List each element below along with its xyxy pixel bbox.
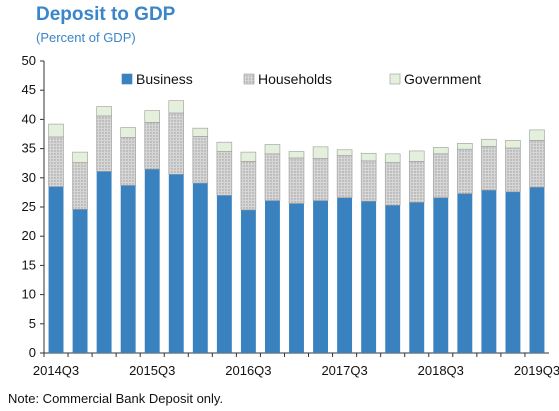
bar-government-2018Q1 [384, 153, 401, 163]
legend-label-households: Households [258, 71, 332, 87]
bar-government-2019Q2 [505, 140, 521, 149]
bar-households-2017Q1 [288, 157, 305, 204]
bar-households-2014Q3 [48, 136, 64, 187]
bar-government-2019Q1 [481, 138, 497, 147]
bar-households-2019Q2 [505, 147, 521, 193]
y-tick-label: 30 [22, 170, 36, 185]
bar-government-2016Q3 [240, 151, 257, 162]
bar-government-2017Q1 [288, 151, 305, 159]
y-tick-label: 0 [29, 345, 36, 360]
x-tick-label: 2014Q3 [33, 363, 79, 378]
bar-business-2014Q4 [72, 209, 88, 353]
legend-label-business: Business [136, 71, 193, 87]
bar-households-2019Q3 [529, 140, 545, 188]
bar-households-2015Q1 [96, 115, 112, 172]
bar-government-2018Q2 [408, 150, 425, 162]
y-tick-label: 40 [22, 111, 36, 126]
x-tick-label: 2016Q3 [225, 363, 271, 378]
bar-households-2017Q2 [312, 158, 329, 201]
y-tick-label: 10 [22, 287, 36, 302]
bar-government-2017Q3 [336, 149, 353, 156]
bar-business-2019Q2 [505, 191, 521, 353]
bar-business-2017Q2 [313, 200, 329, 353]
bar-government-2014Q3 [48, 123, 64, 138]
y-tick-label: 20 [22, 228, 36, 243]
bar-business-2017Q1 [289, 203, 304, 353]
bar-business-2015Q4 [168, 174, 184, 353]
y-tick-label: 45 [22, 82, 36, 97]
bar-business-2017Q3 [337, 197, 353, 353]
x-tick-label: 2017Q3 [321, 363, 367, 378]
bar-government-2014Q4 [72, 151, 88, 163]
bar-households-2015Q2 [120, 137, 136, 186]
chart-note: Note: Commercial Bank Deposit only. [8, 391, 224, 406]
bar-business-2019Q3 [529, 187, 545, 353]
bar-households-2017Q3 [336, 155, 353, 198]
bar-government-2015Q3 [144, 110, 160, 123]
y-tick-label: 25 [22, 199, 36, 214]
bar-government-2016Q2 [216, 141, 233, 152]
legend-swatch-households [243, 73, 255, 85]
legend-label-government: Government [404, 71, 481, 87]
bar-business-2015Q3 [144, 169, 160, 353]
bar-business-2016Q1 [192, 183, 208, 353]
bar-households-2019Q1 [481, 145, 497, 191]
chart-title: Deposit to GDP [36, 4, 176, 25]
bar-households-2018Q2 [408, 161, 425, 203]
bar-households-2016Q3 [240, 161, 257, 211]
x-tick-label: 2015Q3 [129, 363, 175, 378]
bar-government-2015Q2 [120, 127, 136, 138]
x-tick-label: 2018Q3 [418, 363, 464, 378]
bar-government-2018Q4 [457, 143, 473, 150]
x-tick-label: 2019Q3 [514, 363, 559, 378]
bar-households-2016Q4 [264, 153, 281, 201]
bar-business-2015Q2 [120, 185, 136, 353]
bar-business-2018Q2 [409, 202, 425, 353]
legend-swatch-government [389, 73, 401, 85]
bar-business-2016Q2 [216, 195, 232, 353]
bar-government-2018Q3 [433, 147, 449, 155]
bar-households-2017Q4 [360, 160, 377, 202]
bar-business-2018Q3 [433, 197, 449, 353]
bar-business-2015Q1 [96, 171, 112, 353]
bar-households-2015Q3 [144, 122, 160, 170]
bar-business-2016Q3 [240, 209, 256, 353]
bar-households-2016Q2 [216, 151, 233, 196]
bar-government-2017Q4 [360, 152, 377, 162]
bar-government-2015Q1 [96, 106, 112, 117]
y-tick-label: 35 [22, 141, 36, 156]
bar-government-2015Q4 [168, 100, 185, 114]
bar-government-2016Q4 [264, 144, 281, 155]
bar-business-2018Q4 [457, 193, 473, 353]
bar-business-2017Q4 [361, 201, 377, 353]
bar-business-2016Q4 [264, 200, 280, 353]
bar-business-2019Q1 [481, 190, 497, 353]
chart-subtitle: (Percent of GDP) [36, 30, 136, 45]
bar-government-2019Q3 [529, 129, 545, 141]
bar-government-2016Q1 [192, 127, 209, 137]
bar-households-2018Q4 [457, 148, 473, 194]
bar-government-2017Q2 [312, 146, 329, 159]
y-tick-label: 15 [22, 257, 36, 272]
bar-households-2018Q3 [433, 153, 449, 198]
bar-households-2018Q1 [384, 162, 401, 206]
bar-households-2014Q4 [72, 162, 88, 210]
bar-households-2015Q4 [168, 112, 185, 175]
y-tick-label: 5 [29, 316, 36, 331]
bar-households-2016Q1 [192, 136, 209, 184]
bar-business-2014Q3 [48, 186, 64, 353]
legend-swatch-business [121, 73, 133, 85]
bar-business-2018Q1 [385, 205, 401, 353]
y-tick-label: 50 [22, 53, 36, 68]
